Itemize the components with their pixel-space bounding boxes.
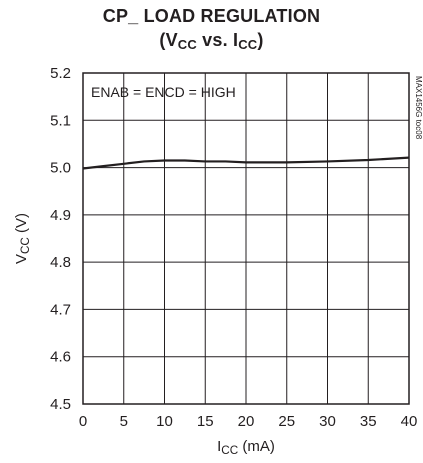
x-tick-label: 0: [79, 413, 87, 430]
y-tick-label: 4.5: [50, 396, 71, 413]
y-axis-label: VCC (V): [13, 213, 32, 264]
y-tick-label: 4.9: [50, 207, 71, 224]
series-line: [82, 156, 410, 170]
y-tick-labels: 4.5 4.6 4.7 4.8 4.9 5.0 5.1 5.2: [50, 65, 71, 413]
x-tick-label: 10: [156, 413, 173, 430]
y-tick-label: 4.6: [50, 349, 71, 366]
x-tick-labels: 0 5 10 15 20 25 30 35 40: [79, 413, 418, 430]
y-tick-label: 5.1: [50, 112, 71, 129]
x-tick-label: 15: [197, 413, 214, 430]
x-axis-label: ICC (mA): [217, 438, 275, 457]
x-tick-label: 30: [319, 413, 336, 430]
y-tick-label: 4.7: [50, 301, 71, 318]
x-tick-label: 40: [401, 413, 418, 430]
y-tick-label: 5.0: [50, 160, 71, 177]
y-tick-label: 5.2: [50, 65, 71, 82]
series-layer: [82, 156, 410, 170]
annotation: ENAB = ENCD = HIGH: [91, 84, 236, 100]
x-tick-label: 25: [278, 413, 295, 430]
plot-frame: [82, 72, 410, 405]
x-tick-label: 35: [360, 413, 377, 430]
x-tick-label: 20: [238, 413, 255, 430]
y-tick-label: 4.8: [50, 254, 71, 271]
chart-subtitle: (VCC vs. ICC): [159, 30, 264, 52]
chart-title: CP_ LOAD REGULATION: [102, 6, 321, 26]
grid: [82, 72, 410, 405]
x-tick-label: 5: [120, 413, 128, 430]
watermark: MAX1456G toc08: [414, 76, 423, 140]
